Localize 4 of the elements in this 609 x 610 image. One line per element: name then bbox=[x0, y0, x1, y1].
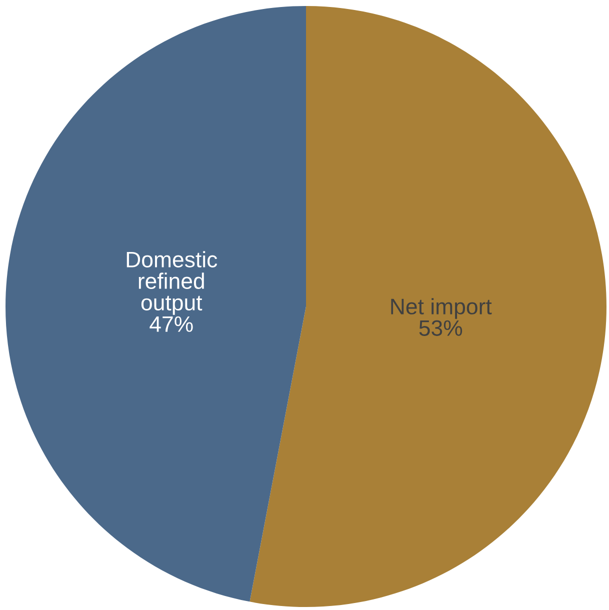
data-label: 47% bbox=[150, 316, 193, 332]
slice-label: Net import bbox=[391, 298, 492, 319]
data-label: 53% bbox=[419, 320, 462, 336]
slice-label: Domestic refined output bbox=[126, 251, 218, 315]
